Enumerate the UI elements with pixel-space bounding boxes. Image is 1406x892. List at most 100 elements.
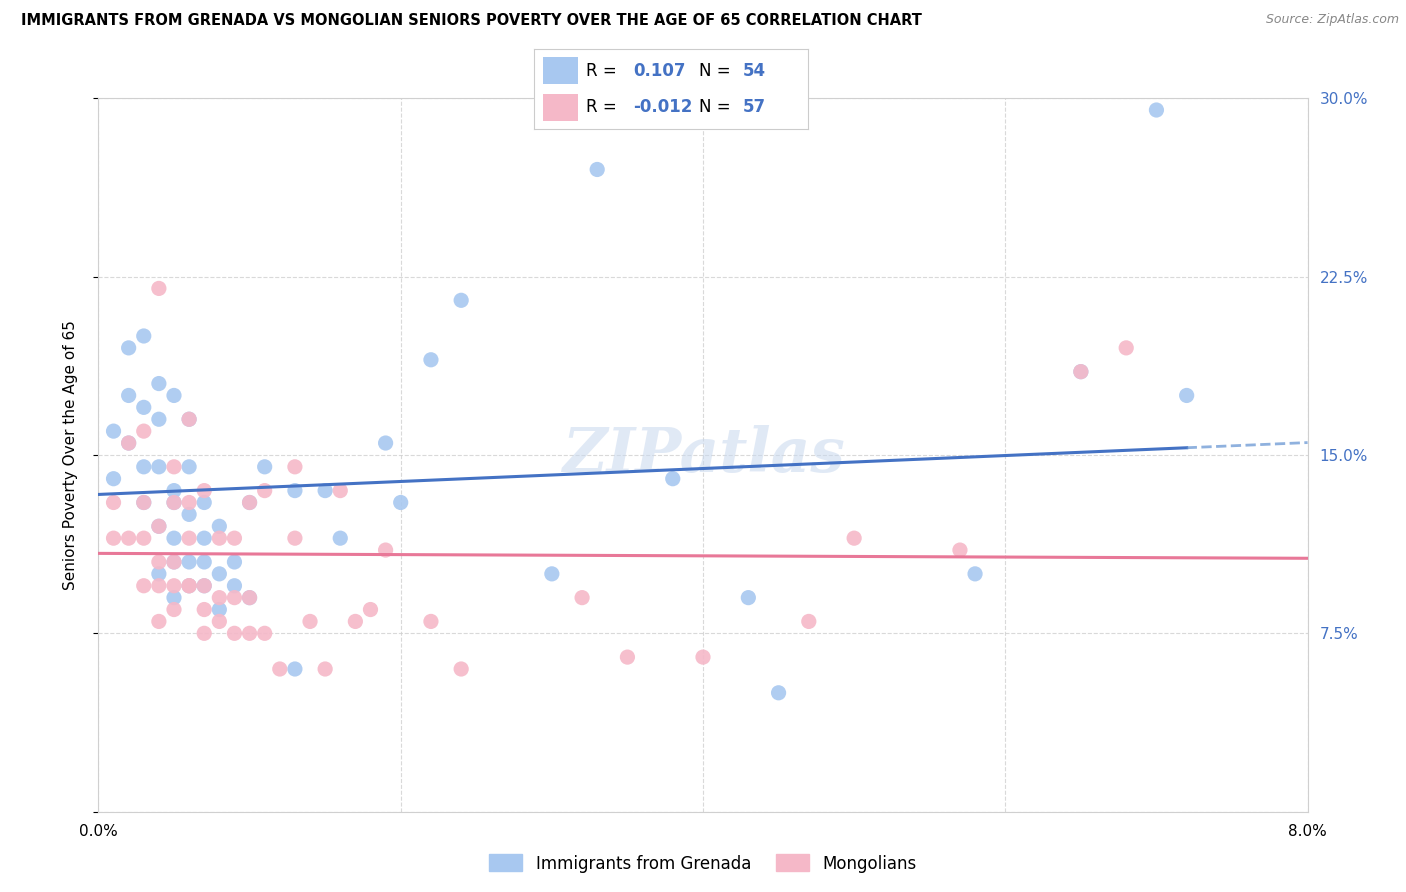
Point	[179, 495, 201, 509]
Point	[193, 495, 215, 509]
Point	[132, 531, 155, 545]
Point	[224, 579, 246, 593]
Point	[163, 555, 186, 569]
Point	[163, 483, 186, 498]
Point	[224, 555, 246, 569]
Text: 0.107: 0.107	[633, 62, 686, 79]
Text: 54: 54	[742, 62, 766, 79]
Point	[224, 591, 246, 605]
Point	[374, 543, 396, 558]
Point	[163, 495, 186, 509]
Point	[193, 579, 215, 593]
Point	[269, 662, 291, 676]
Text: N =: N =	[699, 98, 735, 116]
Point	[179, 555, 201, 569]
Point	[284, 459, 307, 474]
Point	[148, 519, 170, 533]
Point	[224, 531, 246, 545]
Point	[118, 531, 141, 545]
Point	[949, 543, 972, 558]
Point	[420, 352, 443, 367]
Point	[239, 591, 262, 605]
Point	[239, 495, 262, 509]
Point	[179, 412, 201, 426]
FancyBboxPatch shape	[543, 57, 578, 85]
Point	[208, 566, 231, 581]
Point	[103, 424, 125, 438]
Point	[179, 459, 201, 474]
Point	[541, 566, 564, 581]
Point	[148, 555, 170, 569]
Point	[179, 579, 201, 593]
Point	[586, 162, 609, 177]
Point	[179, 579, 201, 593]
Point	[224, 626, 246, 640]
Point	[253, 483, 276, 498]
Point	[148, 615, 170, 629]
Point	[148, 412, 170, 426]
Point	[132, 329, 155, 343]
Point	[163, 591, 186, 605]
Point	[179, 508, 201, 522]
Point	[284, 531, 307, 545]
Point	[253, 626, 276, 640]
Point	[208, 519, 231, 533]
Point	[118, 388, 141, 402]
Legend: Immigrants from Grenada, Mongolians: Immigrants from Grenada, Mongolians	[482, 847, 924, 880]
Point	[844, 531, 866, 545]
Point	[284, 483, 307, 498]
Point	[208, 615, 231, 629]
Point	[239, 495, 262, 509]
Point	[103, 495, 125, 509]
Point	[208, 531, 231, 545]
Point	[329, 531, 352, 545]
Point	[132, 495, 155, 509]
Point	[344, 615, 367, 629]
Point	[193, 602, 215, 616]
Point	[132, 495, 155, 509]
Point	[163, 495, 186, 509]
Point	[314, 483, 336, 498]
Text: 57: 57	[742, 98, 766, 116]
Point	[103, 472, 125, 486]
Text: -0.012: -0.012	[633, 98, 692, 116]
Point	[179, 531, 201, 545]
Point	[692, 650, 714, 665]
Y-axis label: Seniors Poverty Over the Age of 65: Seniors Poverty Over the Age of 65	[63, 320, 77, 590]
Point	[239, 591, 262, 605]
Point	[797, 615, 820, 629]
Point	[193, 483, 215, 498]
Point	[1175, 388, 1198, 402]
Point	[450, 293, 472, 308]
Point	[389, 495, 412, 509]
Point	[132, 459, 155, 474]
Point	[768, 686, 790, 700]
Text: IMMIGRANTS FROM GRENADA VS MONGOLIAN SENIORS POVERTY OVER THE AGE OF 65 CORRELAT: IMMIGRANTS FROM GRENADA VS MONGOLIAN SEN…	[21, 13, 922, 29]
Point	[208, 602, 231, 616]
FancyBboxPatch shape	[543, 94, 578, 121]
Point	[163, 459, 186, 474]
Point	[163, 579, 186, 593]
Point	[163, 555, 186, 569]
Point	[662, 472, 685, 486]
Point	[1070, 365, 1092, 379]
Text: N =: N =	[699, 62, 735, 79]
Point	[179, 579, 201, 593]
Point	[1070, 365, 1092, 379]
Point	[148, 376, 170, 391]
Point	[193, 626, 215, 640]
Point	[148, 281, 170, 295]
Point	[148, 579, 170, 593]
Point	[132, 401, 155, 415]
Point	[193, 531, 215, 545]
Text: R =: R =	[586, 62, 623, 79]
Point	[284, 662, 307, 676]
Point	[208, 591, 231, 605]
Point	[148, 566, 170, 581]
Point	[179, 412, 201, 426]
Point	[253, 459, 276, 474]
Point	[329, 483, 352, 498]
Point	[163, 602, 186, 616]
Point	[103, 531, 125, 545]
Text: ZIPatlas: ZIPatlas	[561, 425, 845, 485]
